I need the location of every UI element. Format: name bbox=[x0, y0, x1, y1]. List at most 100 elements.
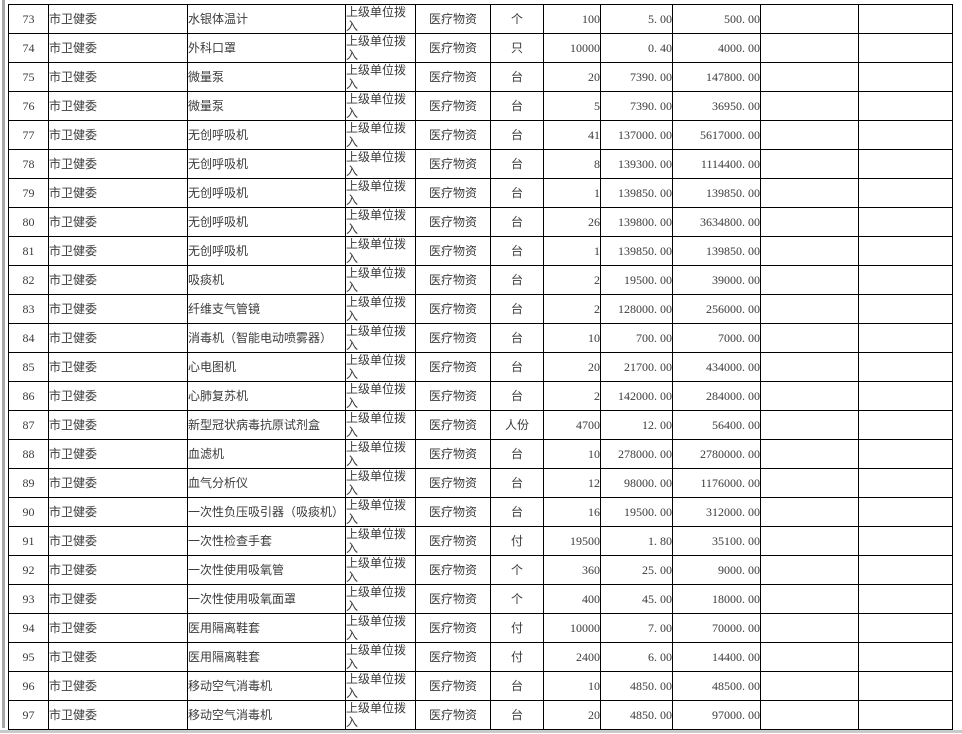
cell-unit-price: 45. 00 bbox=[600, 584, 673, 614]
cell-row-index: 92 bbox=[8, 555, 49, 585]
table-row: 91 市卫健委 一次性检查手套 上级单位拨入 医疗物资付 19500 1. 80 35100.… bbox=[8, 526, 953, 556]
cell-category: 医疗物资 bbox=[415, 700, 491, 730]
cell-empty-1 bbox=[760, 526, 859, 556]
cell-empty-2 bbox=[858, 294, 953, 324]
cell-item-name: 消毒机（智能电动喷雾器） bbox=[187, 323, 346, 353]
cell-department: 市卫健委 bbox=[48, 120, 188, 150]
cell-row-index: 85 bbox=[8, 352, 49, 382]
cell-unit: 个 bbox=[490, 555, 544, 585]
cell-unit-price: 7. 00 bbox=[600, 613, 673, 643]
cell-item-name: 水银体温计 bbox=[187, 4, 346, 34]
cell-unit-price: 5. 00 bbox=[600, 4, 673, 34]
cell-unit: 台 bbox=[490, 700, 544, 730]
cell-department: 市卫健委 bbox=[48, 352, 188, 382]
cell-source: 上级单位拨入 bbox=[345, 265, 416, 295]
cell-unit: 台 bbox=[490, 91, 544, 121]
cell-empty-2 bbox=[858, 91, 953, 121]
cell-total-amount: 48500. 00 bbox=[672, 671, 761, 701]
cell-category: 医疗物资 bbox=[415, 236, 491, 266]
cell-unit-price: 139800. 00 bbox=[600, 207, 673, 237]
cell-department: 市卫健委 bbox=[48, 4, 188, 34]
cell-source: 上级单位拨入 bbox=[345, 468, 416, 498]
cell-unit-price: 139850. 00 bbox=[600, 236, 673, 266]
cell-quantity: 400 bbox=[543, 584, 601, 614]
table-row: 81 市卫健委 无创呼吸机 上级单位拨入 医疗物资台 1 139850. 00 139850.… bbox=[8, 236, 953, 266]
cell-empty-2 bbox=[858, 4, 953, 34]
cell-item-name: 外科口罩 bbox=[187, 33, 346, 63]
cell-total-amount: 56400. 00 bbox=[672, 410, 761, 440]
cell-quantity: 8 bbox=[543, 149, 601, 179]
cell-item-name: 医用隔离鞋套 bbox=[187, 642, 346, 672]
cell-item-name: 移动空气消毒机 bbox=[187, 700, 346, 730]
cell-department: 市卫健委 bbox=[48, 584, 188, 614]
cell-department: 市卫健委 bbox=[48, 613, 188, 643]
cell-total-amount: 70000. 00 bbox=[672, 613, 761, 643]
cell-unit: 台 bbox=[490, 468, 544, 498]
table-row: 80 市卫健委 无创呼吸机 上级单位拨入 医疗物资台 26 139800. 00 363480… bbox=[8, 207, 953, 237]
cell-quantity: 10000 bbox=[543, 613, 601, 643]
table-row: 94 市卫健委 医用隔离鞋套 上级单位拨入 医疗物资付 10000 7. 00 70000. … bbox=[8, 613, 953, 643]
cell-unit: 只 bbox=[490, 33, 544, 63]
cell-empty-2 bbox=[858, 207, 953, 237]
table-row: 79 市卫健委 无创呼吸机 上级单位拨入 医疗物资台 1 139850. 00 139850.… bbox=[8, 178, 953, 208]
cell-source: 上级单位拨入 bbox=[345, 613, 416, 643]
cell-source: 上级单位拨入 bbox=[345, 4, 416, 34]
cell-row-index: 97 bbox=[8, 700, 49, 730]
cell-source: 上级单位拨入 bbox=[345, 555, 416, 585]
cell-empty-2 bbox=[858, 526, 953, 556]
table-row: 76 市卫健委 微量泵 上级单位拨入 医疗物资台 5 7390. 00 36950. 00 bbox=[8, 91, 953, 121]
cell-row-index: 89 bbox=[8, 468, 49, 498]
cell-row-index: 83 bbox=[8, 294, 49, 324]
cell-unit-price: 7390. 00 bbox=[600, 62, 673, 92]
cell-source: 上级单位拨入 bbox=[345, 410, 416, 440]
cell-empty-1 bbox=[760, 642, 859, 672]
cell-department: 市卫健委 bbox=[48, 700, 188, 730]
cell-total-amount: 139850. 00 bbox=[672, 178, 761, 208]
cell-unit: 台 bbox=[490, 236, 544, 266]
cell-department: 市卫健委 bbox=[48, 236, 188, 266]
table-row: 93 市卫健委 一次性使用吸氧面罩 上级单位拨入 医疗物资个 400 45. 00 18000… bbox=[8, 584, 953, 614]
supplies-ledger-table: 73 市卫健委 水银体温计 上级单位拨入 医疗物资个 100 5. 00 500. 00 74 市… bbox=[8, 4, 953, 730]
cell-item-name: 无创呼吸机 bbox=[187, 120, 346, 150]
table-row: 97 市卫健委 移动空气消毒机 上级单位拨入 医疗物资台 20 4850. 00 97000.… bbox=[8, 700, 953, 730]
cell-empty-2 bbox=[858, 613, 953, 643]
cell-unit: 台 bbox=[490, 207, 544, 237]
cell-total-amount: 2780000. 00 bbox=[672, 439, 761, 469]
cell-unit: 台 bbox=[490, 294, 544, 324]
cell-item-name: 一次性使用吸氧面罩 bbox=[187, 584, 346, 614]
cell-empty-1 bbox=[760, 352, 859, 382]
page-edge-left bbox=[2, 0, 5, 728]
cell-unit: 台 bbox=[490, 62, 544, 92]
cell-unit: 台 bbox=[490, 178, 544, 208]
cell-category: 医疗物资 bbox=[415, 149, 491, 179]
cell-empty-2 bbox=[858, 642, 953, 672]
cell-source: 上级单位拨入 bbox=[345, 33, 416, 63]
cell-category: 医疗物资 bbox=[415, 410, 491, 440]
cell-unit: 台 bbox=[490, 149, 544, 179]
cell-source: 上级单位拨入 bbox=[345, 700, 416, 730]
cell-total-amount: 97000. 00 bbox=[672, 700, 761, 730]
cell-total-amount: 7000. 00 bbox=[672, 323, 761, 353]
cell-quantity: 20 bbox=[543, 700, 601, 730]
cell-department: 市卫健委 bbox=[48, 323, 188, 353]
cell-row-index: 75 bbox=[8, 62, 49, 92]
cell-item-name: 微量泵 bbox=[187, 91, 346, 121]
cell-empty-1 bbox=[760, 91, 859, 121]
cell-quantity: 2 bbox=[543, 381, 601, 411]
cell-row-index: 81 bbox=[8, 236, 49, 266]
table-row: 92 市卫健委 一次性使用吸氧管 上级单位拨入 医疗物资个 360 25. 00 9000. … bbox=[8, 555, 953, 585]
table-row: 90 市卫健委 一次性负压吸引器（吸痰机） 上级单位拨入 医疗物资台 16 19500. 0… bbox=[8, 497, 953, 527]
cell-source: 上级单位拨入 bbox=[345, 149, 416, 179]
cell-unit-price: 19500. 00 bbox=[600, 497, 673, 527]
cell-category: 医疗物资 bbox=[415, 91, 491, 121]
table-row: 74 市卫健委 外科口罩 上级单位拨入 医疗物资只 10000 0. 40 4000. 00 bbox=[8, 33, 953, 63]
cell-row-index: 77 bbox=[8, 120, 49, 150]
cell-category: 医疗物资 bbox=[415, 4, 491, 34]
cell-row-index: 96 bbox=[8, 671, 49, 701]
cell-unit-price: 0. 40 bbox=[600, 33, 673, 63]
cell-unit: 付 bbox=[490, 642, 544, 672]
cell-item-name: 无创呼吸机 bbox=[187, 236, 346, 266]
cell-category: 医疗物资 bbox=[415, 352, 491, 382]
cell-total-amount: 4000. 00 bbox=[672, 33, 761, 63]
cell-category: 医疗物资 bbox=[415, 497, 491, 527]
